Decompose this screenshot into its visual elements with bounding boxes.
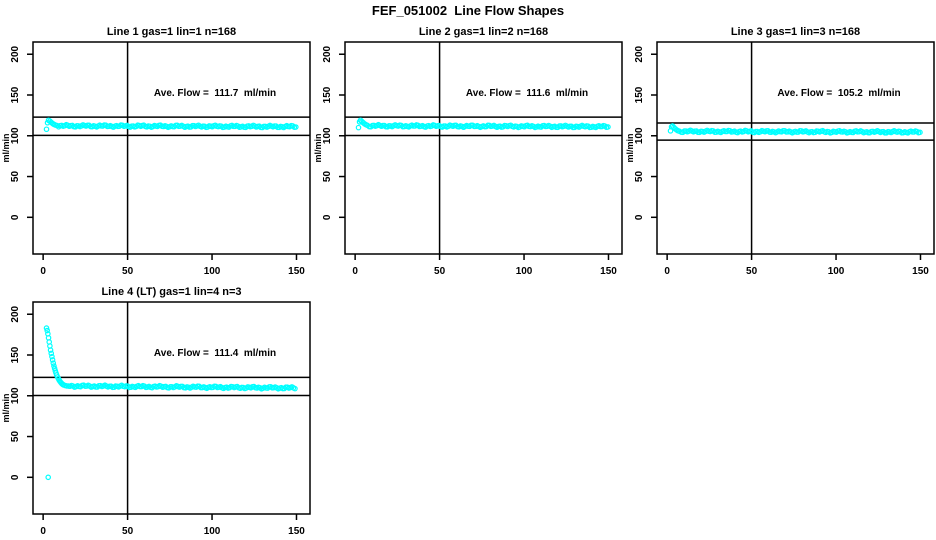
y-axis: 0 50 100 150 200: [10, 45, 33, 220]
data-points: [667, 123, 923, 136]
page-title: FEF_051002 Line Flow Shapes: [371, 3, 565, 18]
y-tick-label: 50: [10, 431, 21, 443]
y-tick-label: 0: [634, 214, 645, 220]
y-axis: 0 50 100 150 200: [322, 45, 345, 220]
y-tick-label: 50: [322, 171, 333, 183]
y-tick-label: 150: [10, 86, 21, 103]
outlier-point: [45, 474, 52, 481]
y-tick-label: 100: [322, 127, 333, 144]
y-tick-label: 200: [634, 45, 645, 62]
panel-line-3: 0 50 100 150 0 50 100 150 200 ml/min Line 3 gas=1…: [624, 25, 936, 281]
y-axis-label: ml/min: [1, 133, 11, 162]
data-point: [355, 124, 362, 131]
panel-title: Line 3 gas=1 lin=3 n=168: [730, 26, 861, 38]
plot-box: [32, 41, 311, 255]
x-tick-label: 50: [122, 526, 134, 537]
y-tick-label: 100: [10, 387, 21, 404]
x-tick-label: 50: [122, 266, 134, 277]
y-tick-label: 200: [10, 45, 21, 62]
panel-title: Line 4 (LT) gas=1 lin=4 n=3: [101, 286, 242, 298]
x-tick-label: 50: [434, 266, 446, 277]
panel-line-2: 0 50 100 150 0 50 100 150 200 ml/min Line 2 gas=1…: [312, 25, 624, 281]
x-tick-label: 50: [746, 266, 758, 277]
data-point: [292, 385, 298, 392]
ave-flow-annotation: Ave. Flow = 111.4 ml/min: [153, 348, 277, 359]
x-tick-label: 100: [516, 266, 533, 277]
data-points: [43, 325, 298, 481]
data-point: [50, 360, 57, 366]
y-axis: 0 50 100 150 200: [634, 45, 657, 220]
x-axis: 0 50 100 150: [40, 254, 305, 277]
x-axis: 0 50 100 150: [40, 514, 305, 537]
scatter-plot-line-2: 0 50 100 150 0 50 100 150 200 ml/min: [313, 41, 623, 277]
scatter-plot-line-1: 0 50 100 150 0 50 100 150 200 ml/min: [1, 41, 311, 277]
data-points: [43, 117, 299, 133]
data-point: [48, 350, 55, 357]
x-tick-label: 0: [352, 266, 358, 277]
data-point: [49, 353, 55, 360]
plot-box: [344, 41, 623, 255]
scatter-plot-line-4: 0 50 100 150 0 50 100 150 200 ml/min: [1, 301, 311, 537]
y-tick-label: 50: [634, 171, 645, 183]
x-tick-label: 100: [204, 526, 221, 537]
panel-line-4: 0 50 100 150 0 50 100 150 200 ml/min Line 4 (LT) …: [0, 285, 312, 540]
x-tick-label: 150: [600, 266, 617, 277]
ave-flow-annotation: Ave. Flow = 105.2 ml/min: [777, 88, 901, 99]
data-point: [917, 129, 923, 136]
y-tick-label: 100: [634, 127, 645, 144]
y-tick-label: 200: [10, 305, 21, 322]
scatter-plot-line-3: 0 50 100 150 0 50 100 150 200 ml/min: [625, 41, 935, 277]
plot-box: [32, 301, 311, 515]
y-tick-label: 150: [10, 346, 21, 363]
panel-line-1: 0 50 100 150 0 50 100 150 200 ml/min Line 1 gas=1…: [0, 25, 312, 281]
data-point: [605, 124, 611, 130]
data-points: [355, 117, 611, 131]
y-axis-label: ml/min: [1, 393, 11, 422]
data-point: [43, 126, 50, 133]
data-point: [293, 124, 299, 130]
data-point: [47, 347, 54, 353]
y-tick-label: 50: [10, 171, 21, 183]
x-tick-label: 0: [664, 266, 670, 277]
data-point: [51, 363, 57, 369]
y-tick-label: 150: [322, 86, 333, 103]
x-tick-label: 150: [288, 526, 305, 537]
panel-title: Line 1 gas=1 lin=1 n=168: [106, 26, 237, 38]
y-axis-label: ml/min: [313, 133, 323, 162]
x-tick-label: 0: [40, 266, 46, 277]
y-tick-label: 150: [634, 86, 645, 103]
panel-title: Line 2 gas=1 lin=2 n=168: [418, 26, 549, 38]
y-tick-label: 200: [322, 45, 333, 62]
y-axis: 0 50 100 150 200: [10, 305, 33, 480]
x-tick-label: 150: [288, 266, 305, 277]
plot-box: [656, 41, 935, 255]
y-tick-label: 0: [10, 474, 21, 480]
x-tick-label: 150: [912, 266, 929, 277]
y-axis-label: ml/min: [625, 133, 635, 162]
y-tick-label: 0: [322, 214, 333, 220]
ave-flow-annotation: Ave. Flow = 111.6 ml/min: [465, 88, 589, 99]
data-point: [43, 325, 50, 331]
data-point: [44, 327, 50, 334]
data-point: [49, 357, 56, 363]
ave-flow-annotation: Ave. Flow = 111.7 ml/min: [153, 88, 277, 99]
x-axis: 0 50 100 150: [664, 254, 929, 277]
x-tick-label: 100: [204, 266, 221, 277]
y-tick-label: 0: [10, 214, 21, 220]
x-tick-label: 100: [828, 266, 845, 277]
x-tick-label: 0: [40, 526, 46, 537]
y-tick-label: 100: [10, 127, 21, 144]
x-axis: 0 50 100 150: [352, 254, 617, 277]
